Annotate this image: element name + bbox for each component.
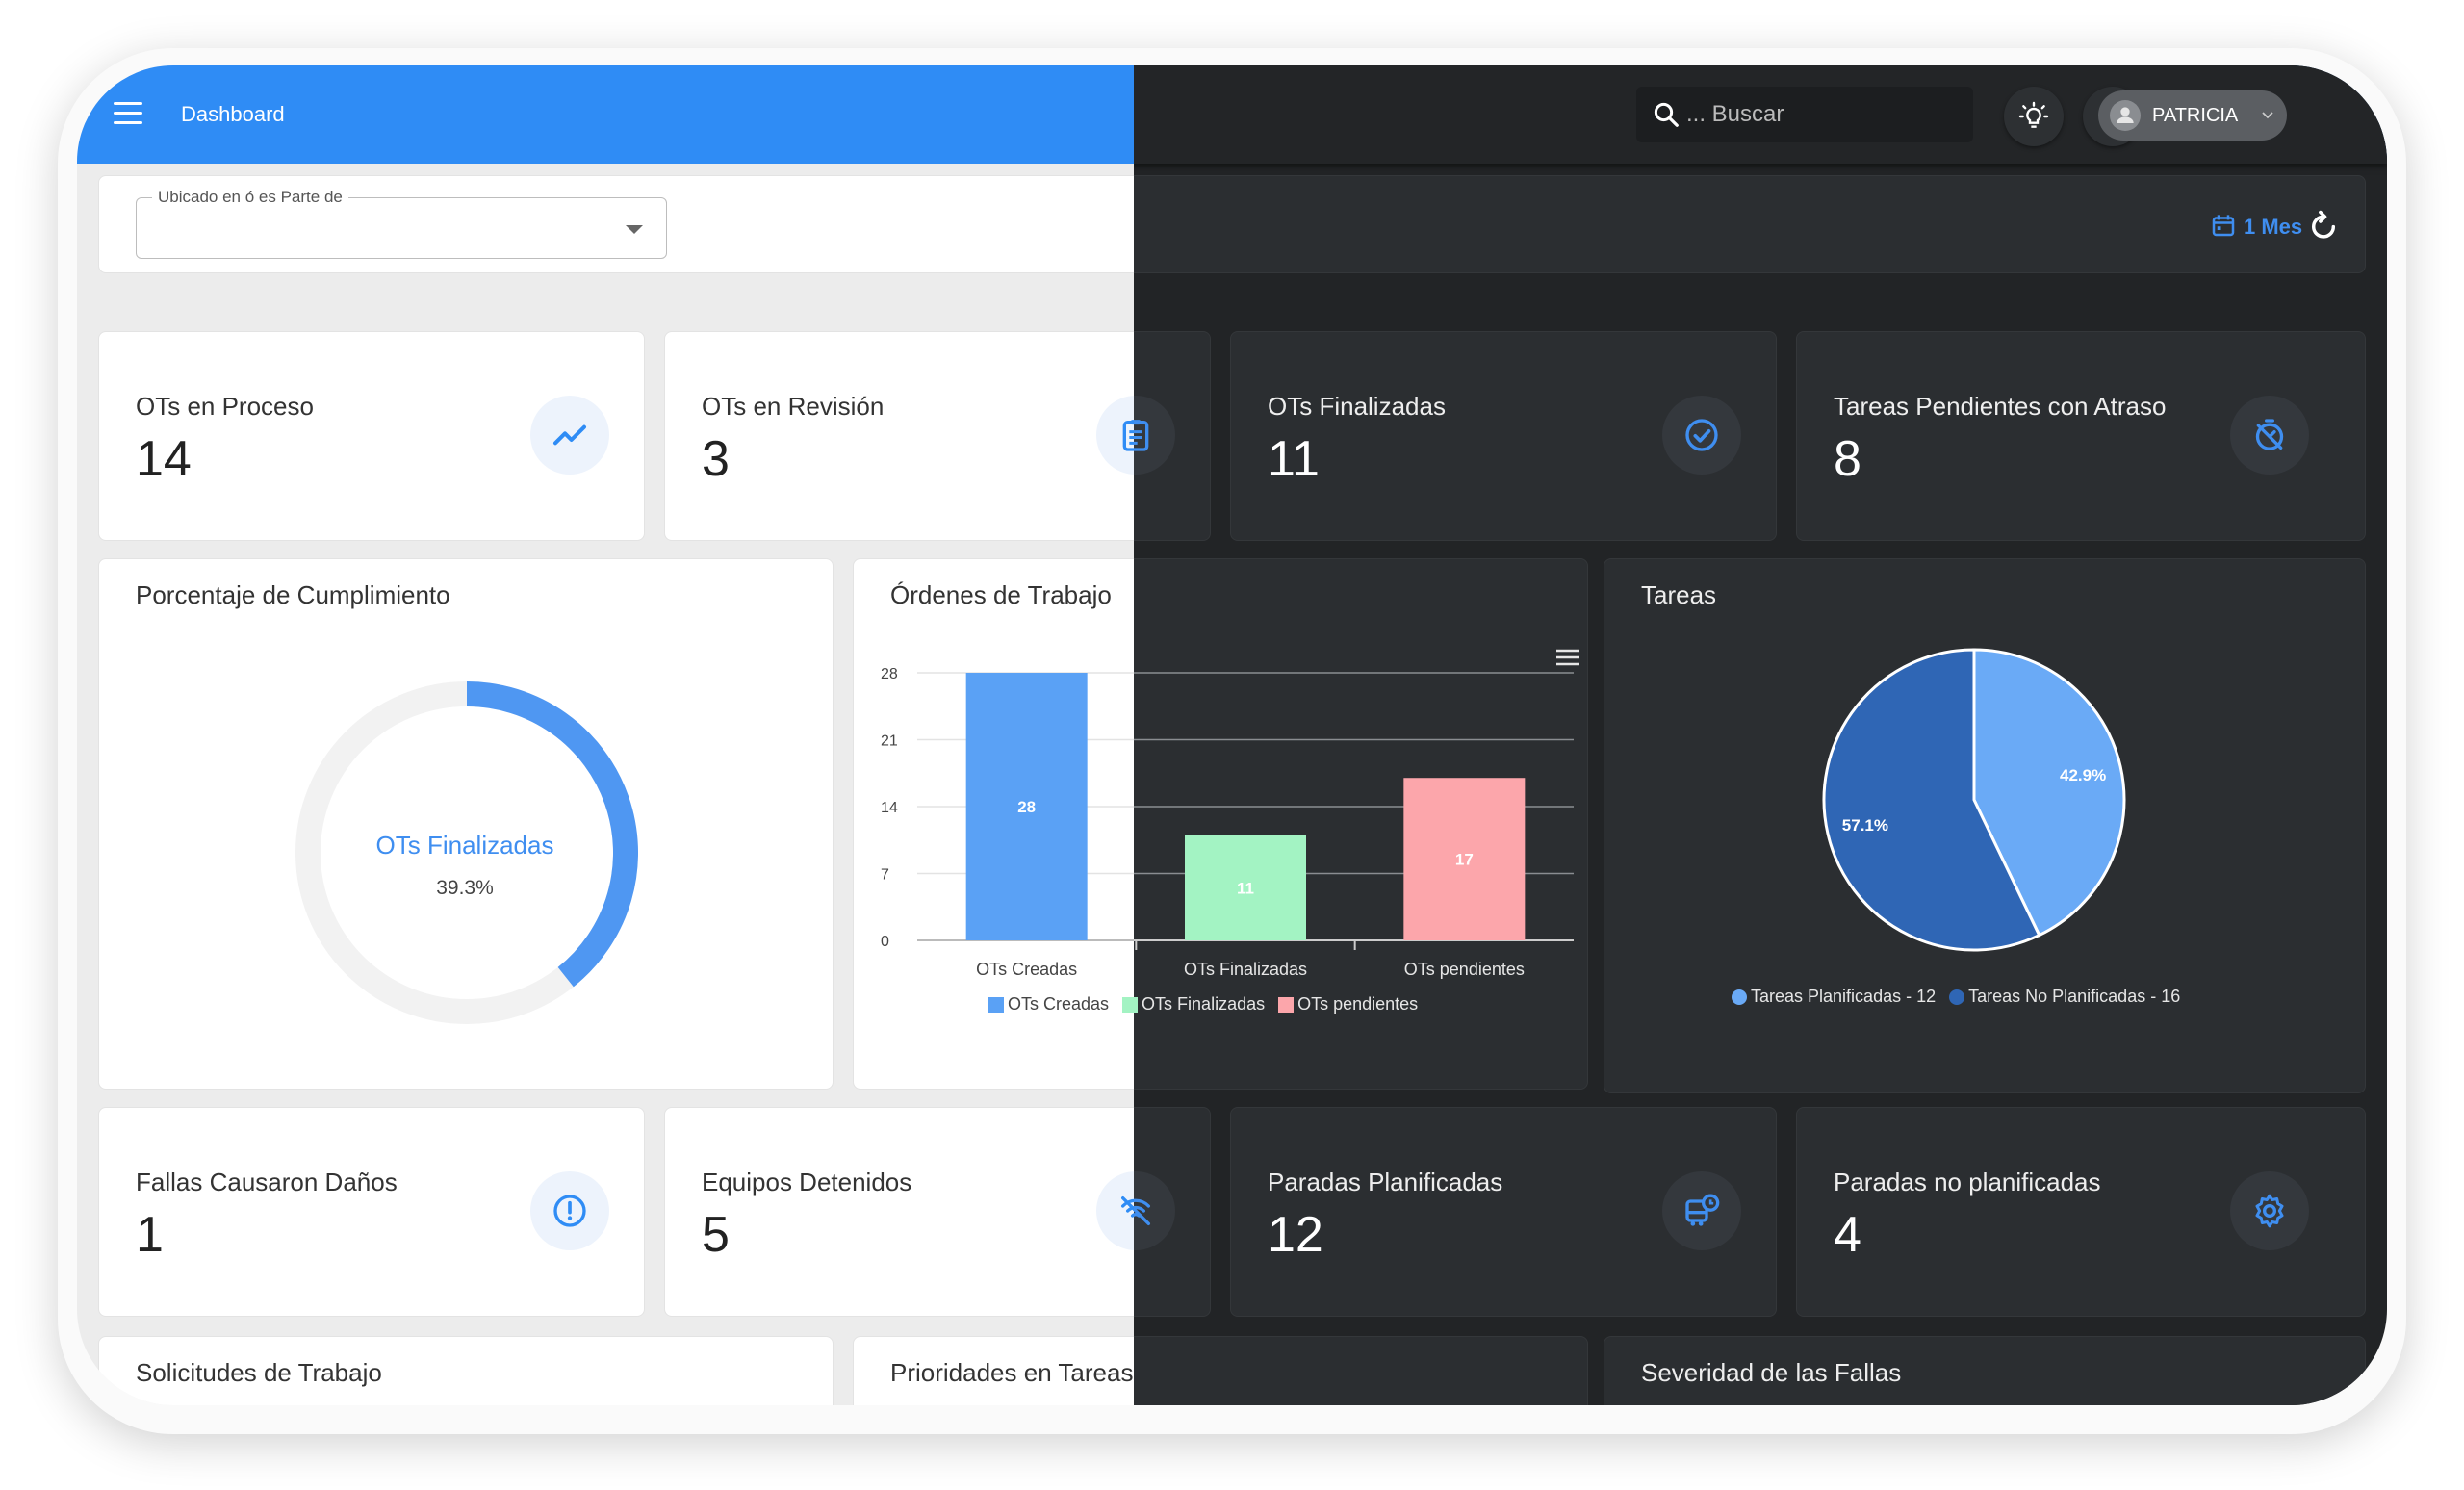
stat-label: Paradas Planificadas xyxy=(1268,1168,1503,1196)
bus-clock-icon xyxy=(1662,1171,1741,1250)
stat-card-ots-finalizadas[interactable]: OTs Finalizadas 11 xyxy=(1230,331,1777,541)
y-tick-label: 14 xyxy=(881,800,898,816)
calendar-icon xyxy=(2212,215,2235,237)
legend-item[interactable]: OTs Creadas xyxy=(988,994,1109,1015)
pie-slice-label: 42.9% xyxy=(2060,766,2106,784)
panel-prioridades-dark: Prioridades en Tareas xyxy=(1134,1336,1588,1405)
search-box[interactable] xyxy=(1636,87,1973,142)
donut-center-value: 39.3% xyxy=(436,877,494,899)
app-bar-dark: PATRICIA xyxy=(1134,65,2387,164)
stat-value: 14 xyxy=(136,431,192,487)
bar-data-label: 11 xyxy=(1237,879,1254,897)
panel-cumplimiento: Porcentaje de Cumplimiento OTs Finalizad… xyxy=(98,558,834,1090)
pie-slice-label: 57.1% xyxy=(1842,816,1888,835)
pie-slice[interactable] xyxy=(1972,648,2126,938)
theme-toggle-button[interactable] xyxy=(2004,87,2064,146)
stat-label: OTs Finalizadas xyxy=(1268,392,1446,421)
stat-value: 5 xyxy=(702,1207,730,1263)
stat-label: Fallas Causaron Daños xyxy=(136,1168,398,1196)
y-tick-label: 21 xyxy=(881,733,898,750)
location-select[interactable] xyxy=(136,197,667,259)
donut-center-label: OTs Finalizadas xyxy=(375,831,554,860)
stat-label: OTs en Revisión xyxy=(702,392,885,421)
panel-title: Prioridades en Tareas xyxy=(890,1358,1134,1387)
bar[interactable] xyxy=(965,673,1088,940)
user-name: PATRICIA xyxy=(2152,105,2239,126)
pie-chart: 42.9% 57.1% xyxy=(1822,648,2126,952)
chart-menu-icon[interactable] xyxy=(1554,646,1581,669)
x-tick-label: OTs Finalizadas xyxy=(1184,960,1307,979)
location-select-label: Ubicado en ó es Parte de xyxy=(152,188,348,207)
panel-title: Severidad de las Fallas xyxy=(1641,1358,1902,1387)
period-selector[interactable]: 1 Mes xyxy=(2244,215,2303,239)
stat-label: Equipos Detenidos xyxy=(702,1168,912,1196)
stat-value: 11 xyxy=(1268,431,1320,487)
y-tick-label: 0 xyxy=(881,934,889,950)
stat-card-paradas-no-planificadas[interactable]: Paradas no planificadas 4 xyxy=(1796,1107,2366,1317)
refresh-icon[interactable] xyxy=(2305,207,2342,244)
stat-card-tareas-atraso[interactable]: Tareas Pendientes con Atraso 8 xyxy=(1796,331,2366,541)
lightbulb-icon xyxy=(2018,101,2049,128)
search-icon xyxy=(1654,102,1679,127)
page-title: Dashboard xyxy=(181,102,285,126)
stat-card-ots-revision[interactable]: OTs en Revisión 3 xyxy=(664,331,1211,541)
user-menu-button[interactable]: PATRICIA xyxy=(2098,90,2287,141)
panel-tareas: Tareas 42.9% 57.1% Tareas Planificadas - … xyxy=(1604,558,2366,1093)
stat-value: 8 xyxy=(1834,431,1861,487)
check-circle-icon xyxy=(1662,396,1741,475)
trend-up-icon xyxy=(530,396,609,475)
legend-item[interactable]: Tareas No Planificadas - 16 xyxy=(1949,987,2180,1007)
chevron-down-icon xyxy=(2262,112,2273,119)
stat-card-paradas-planificadas[interactable]: Paradas Planificadas 12 xyxy=(1230,1107,1777,1317)
bar[interactable] xyxy=(1185,835,1306,940)
panel-title: Porcentaje de Cumplimiento xyxy=(136,580,450,609)
y-tick-label: 7 xyxy=(881,867,889,884)
alert-circle-icon xyxy=(530,1171,609,1250)
pie-slice[interactable] xyxy=(1822,648,2041,952)
stat-value: 1 xyxy=(136,1207,164,1263)
chevron-down-icon xyxy=(626,225,643,234)
stat-card-equipos[interactable]: Equipos Detenidos 5 xyxy=(664,1107,1211,1317)
stat-label: Tareas Pendientes con Atraso xyxy=(1834,392,2167,421)
legend-item[interactable]: OTs pendientes xyxy=(1278,994,1418,1015)
legend-item[interactable]: Tareas Planificadas - 12 xyxy=(1732,987,1936,1007)
donut-chart xyxy=(295,681,638,1024)
panel-title: Tareas xyxy=(1641,580,1717,609)
bar-legend: OTs Creadas OTs Finalizadas OTs pendient… xyxy=(1134,994,1431,1015)
x-tick-label: OTs pendientes xyxy=(1404,960,1525,979)
timer-off-icon xyxy=(2230,396,2309,475)
pie-legend: Tareas Planificadas - 12 Tareas No Plani… xyxy=(1732,987,2194,1007)
panel-severidad: Severidad de las Fallas xyxy=(1604,1336,2366,1405)
gear-icon xyxy=(2230,1171,2309,1250)
panel-title: Solicitudes de Trabajo xyxy=(136,1358,382,1387)
filter-bar-dark: 1 Mes xyxy=(1134,175,2366,273)
clipboard-icon xyxy=(1134,396,1175,475)
avatar-icon xyxy=(2110,100,2141,131)
panel-solicitudes: Solicitudes de Trabajo xyxy=(98,1336,834,1405)
search-input[interactable] xyxy=(1686,96,1956,133)
x-tick-label: OTs Creadas xyxy=(976,960,1077,979)
stat-card-equipos-dark[interactable]: Equipos Detenidos 5 xyxy=(1134,1107,1211,1317)
panel-title: Órdenes de Trabajo xyxy=(890,580,1112,609)
stat-card-ots-revision-dark[interactable]: OTs en Revisión 3 xyxy=(1134,331,1211,541)
menu-icon[interactable] xyxy=(114,102,142,125)
dark-theme-layer: PATRICIA 1 Mes OTs en Revisión 3 OTs Fin… xyxy=(1134,65,2387,1405)
stat-value: 3 xyxy=(702,431,730,487)
stat-value: 4 xyxy=(1834,1207,1861,1263)
y-tick-label: 28 xyxy=(881,666,898,682)
stat-card-fallas[interactable]: Fallas Causaron Daños 1 xyxy=(98,1107,645,1317)
stat-label: Paradas no planificadas xyxy=(1834,1168,2101,1196)
app-screen: Dashboard Ubicado en ó es Parte de OTs e… xyxy=(77,65,2387,1405)
stat-label: OTs en Proceso xyxy=(136,392,314,421)
donut-arc-finalizadas xyxy=(466,681,638,988)
stat-value: 12 xyxy=(1268,1207,1323,1263)
stat-card-ots-proceso[interactable]: OTs en Proceso 14 xyxy=(98,331,645,541)
bar[interactable] xyxy=(1403,778,1526,940)
bar-data-label: 28 xyxy=(1017,798,1036,816)
legend-item[interactable]: OTs Finalizadas xyxy=(1134,994,1265,1015)
bar-data-label: 17 xyxy=(1455,851,1474,869)
